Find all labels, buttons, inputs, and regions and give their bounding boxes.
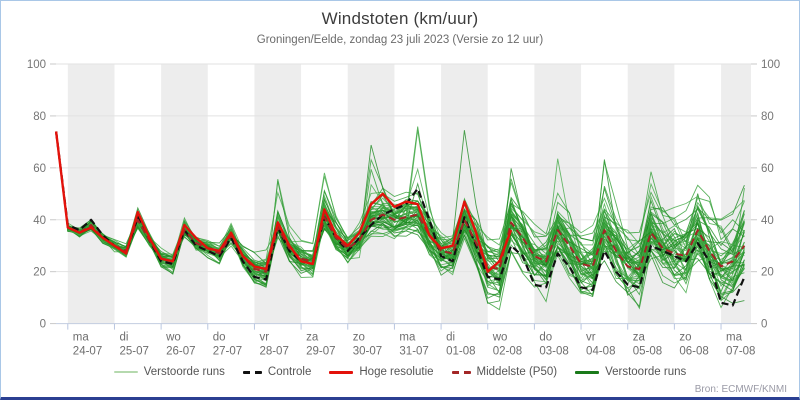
svg-text:80: 80 xyxy=(761,111,774,123)
svg-text:wo: wo xyxy=(165,332,181,344)
svg-text:ma: ma xyxy=(399,332,416,344)
high-resolution-line-icon xyxy=(329,370,354,374)
svg-text:vr: vr xyxy=(586,332,596,344)
perturbed-runs-bold-line-icon xyxy=(575,370,600,374)
wind-plume-chart: 0 0 20 20 40 40 60 60 80 80 100 100 ma 24-07 di 25-07 wo… xyxy=(27,59,780,358)
legend-label: Hoge resolutie xyxy=(359,366,434,378)
svg-text:20: 20 xyxy=(761,267,774,279)
svg-text:za: za xyxy=(306,332,319,344)
svg-text:wo: wo xyxy=(492,332,508,344)
svg-text:60: 60 xyxy=(33,163,46,175)
svg-text:03-08: 03-08 xyxy=(539,346,568,358)
svg-text:do: do xyxy=(539,332,552,344)
svg-text:04-08: 04-08 xyxy=(586,346,615,358)
svg-text:02-08: 02-08 xyxy=(493,346,522,358)
svg-text:01-08: 01-08 xyxy=(446,346,475,358)
svg-text:40: 40 xyxy=(761,215,774,227)
svg-text:zo: zo xyxy=(679,332,691,344)
svg-text:20: 20 xyxy=(33,267,46,279)
perturbed-runs-line-icon xyxy=(113,371,138,373)
svg-text:07-08: 07-08 xyxy=(726,346,755,358)
legend-label: Verstoorde runs xyxy=(605,366,687,378)
svg-text:0: 0 xyxy=(761,319,767,331)
svg-text:26-07: 26-07 xyxy=(166,346,195,358)
svg-text:za: za xyxy=(633,332,646,344)
chart-legend: Verstoorde runs Controle Hoge resolutie … xyxy=(1,366,799,378)
svg-text:ma: ma xyxy=(726,332,743,344)
svg-text:27-07: 27-07 xyxy=(213,346,242,358)
svg-text:05-08: 05-08 xyxy=(633,346,662,358)
svg-text:28-07: 28-07 xyxy=(259,346,288,358)
svg-text:31-07: 31-07 xyxy=(399,346,428,358)
svg-text:vr: vr xyxy=(259,332,269,344)
legend-label: Verstoorde runs xyxy=(143,366,225,378)
legend-item-hires: Hoge resolutie xyxy=(329,366,434,378)
svg-text:zo: zo xyxy=(353,332,365,344)
control-dashed-line-icon xyxy=(242,370,262,374)
svg-text:24-07: 24-07 xyxy=(73,346,102,358)
svg-text:do: do xyxy=(213,332,226,344)
legend-item-control: Controle xyxy=(242,366,312,378)
svg-text:06-08: 06-08 xyxy=(679,346,708,358)
svg-text:100: 100 xyxy=(27,59,46,71)
legend-label: Middelste (P50) xyxy=(476,366,558,378)
chart-subtitle: Groningen/Eelde, zondag 23 juli 2023 (Ve… xyxy=(256,34,544,46)
svg-text:25-07: 25-07 xyxy=(119,346,148,358)
svg-text:29-07: 29-07 xyxy=(306,346,335,358)
page-title: Windstoten (km/uur) xyxy=(321,9,479,28)
source-credit: Bron: ECMWF/KNMI xyxy=(694,384,787,395)
svg-text:100: 100 xyxy=(761,59,780,71)
legend-item-median: Middelste (P50) xyxy=(451,366,558,378)
svg-text:60: 60 xyxy=(761,163,774,175)
svg-text:di: di xyxy=(119,332,128,344)
svg-text:ma: ma xyxy=(73,332,90,344)
svg-text:80: 80 xyxy=(33,111,46,123)
svg-text:0: 0 xyxy=(40,319,46,331)
median-p50-dashed-line-icon xyxy=(451,370,471,374)
legend-label: Controle xyxy=(267,366,312,378)
svg-text:30-07: 30-07 xyxy=(353,346,382,358)
svg-text:40: 40 xyxy=(33,215,46,227)
svg-text:di: di xyxy=(446,332,455,344)
legend-item-perturbed-bold: Verstoorde runs xyxy=(575,366,686,378)
legend-item-perturbed-thin: Verstoorde runs xyxy=(113,366,225,378)
